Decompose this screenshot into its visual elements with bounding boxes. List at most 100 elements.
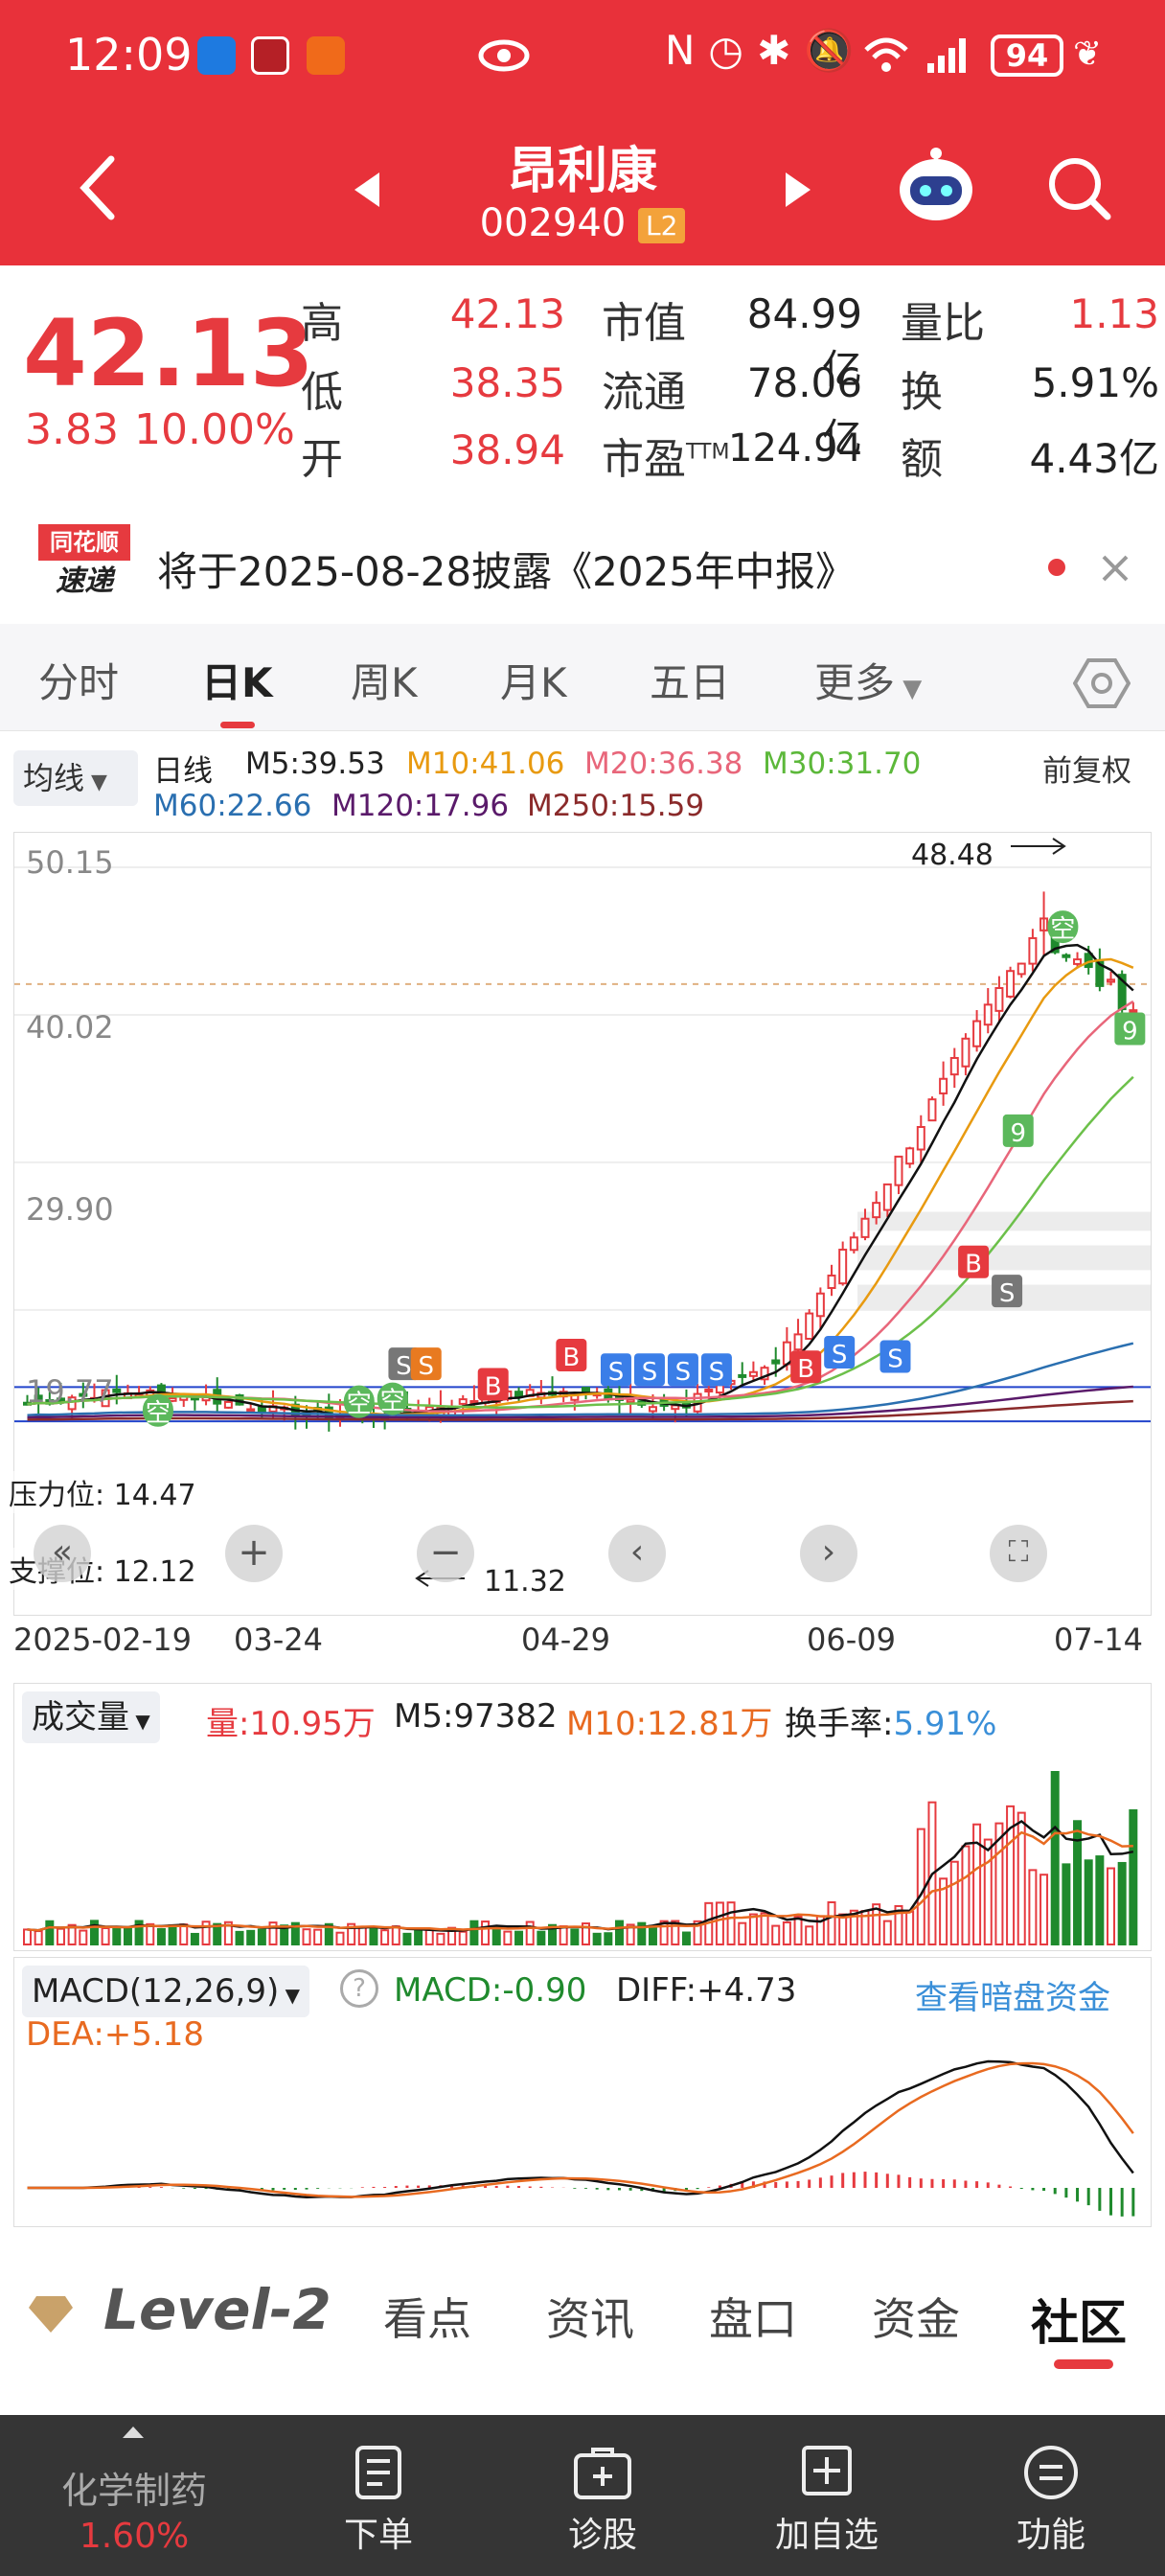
tab-community[interactable]: 社区 (1031, 2295, 1127, 2351)
candle-body (1017, 962, 1026, 976)
current-price: 42.13 (23, 300, 314, 407)
volume-bar (1039, 1874, 1049, 1945)
status-time: 12:09 (65, 29, 193, 80)
close-icon[interactable] (1100, 553, 1131, 584)
volume-bar (190, 1932, 199, 1946)
candle-body (704, 1389, 714, 1393)
volume-bar (481, 1920, 491, 1946)
x-tick-4: 06-09 (807, 1622, 896, 1658)
help-icon[interactable]: ? (340, 1969, 378, 2008)
candle-body (905, 1147, 915, 1165)
volume-indicator-select[interactable]: 成交量 ▼ (22, 1691, 160, 1743)
ma250-value: M250:15.59 (527, 789, 705, 823)
sector-name[interactable]: 化学制药 (60, 2470, 207, 2512)
volume-bar (905, 1910, 915, 1946)
signal-marker (410, 1347, 442, 1381)
scroll-left-button[interactable]: ‹ (608, 1525, 666, 1582)
candle-body (223, 1400, 233, 1409)
volume-bar (648, 1924, 657, 1946)
candle-body (860, 1217, 870, 1238)
diagnose-button[interactable]: 诊股 (531, 2444, 674, 2557)
tab-intraday[interactable]: 分时 (38, 659, 120, 706)
volume-panel[interactable]: 成交量 ▼ 量:10.95万 M5:97382 M10:12.81万 换手率:5… (13, 1683, 1152, 1951)
tab-daily-k[interactable]: 日K (201, 659, 273, 706)
scroll-left-fast-button[interactable]: « (34, 1525, 91, 1582)
tab-more[interactable]: 更多 ▼ (814, 659, 923, 706)
volume-bar (726, 1901, 736, 1946)
signal-label: B (797, 1355, 814, 1384)
order-button[interactable]: 下单 (307, 2444, 450, 2557)
volume-bar (548, 1923, 558, 1945)
volume-bar (782, 1920, 791, 1945)
signal-marker (824, 1335, 856, 1368)
notice-bar[interactable]: 同花顺 速递 将于2025-08-28披露《2025年中报》 (0, 511, 1165, 624)
volume-bar (146, 1922, 155, 1946)
tab-monthly-k[interactable]: 月K (500, 659, 567, 706)
dark-pool-link[interactable]: 查看暗盘资金 (915, 1979, 1110, 2017)
signal-label: S (419, 1352, 435, 1381)
settings-hex-icon[interactable] (1073, 656, 1131, 710)
candle-body (79, 1392, 88, 1397)
tab-news[interactable]: 资讯 (546, 2293, 634, 2345)
volume-bar (838, 1913, 848, 1945)
macd-panel[interactable]: MACD(12,26,9) ▼ ? MACD:-0.90 DIFF:+4.73 … (13, 1957, 1152, 2227)
diagnose-icon (574, 2448, 631, 2499)
signal-label: S (832, 1341, 848, 1369)
y-tick-1: 50.15 (26, 844, 114, 881)
max-price-label: 48.48 (911, 839, 994, 872)
volume-bar (335, 1931, 345, 1946)
float-value: 78.06亿 (746, 359, 862, 462)
macd-indicator-select[interactable]: MACD(12,26,9) ▼ (22, 1966, 309, 2017)
volume-bar (458, 1930, 468, 1945)
signal-marker (556, 1339, 587, 1372)
volume-bar (424, 1928, 434, 1945)
tab-capital[interactable]: 资金 (872, 2293, 960, 2345)
back-arrow-icon[interactable] (77, 153, 119, 222)
search-icon[interactable] (1044, 153, 1113, 222)
unread-dot (1048, 559, 1065, 576)
signal-label: S (642, 1358, 658, 1387)
diamond-icon (29, 2296, 73, 2333)
volume-bar (1084, 1859, 1093, 1945)
zoom-in-button[interactable]: + (225, 1525, 283, 1582)
tab-order-book[interactable]: 盘口 (709, 2293, 797, 2345)
tab-weekly-k[interactable]: 周K (351, 659, 418, 706)
adjust-mode[interactable]: 前复权 (1042, 754, 1131, 789)
tab-five-day[interactable]: 五日 (650, 659, 731, 706)
fullscreen-button[interactable]: ⛶ (990, 1525, 1047, 1582)
volume-bar (681, 1931, 691, 1946)
stock-code-row: 002940 L2 (391, 201, 774, 245)
scroll-right-button[interactable]: › (800, 1525, 857, 1582)
volume-bar (1062, 1863, 1071, 1946)
signal-marker (377, 1382, 408, 1415)
robot-assistant-icon[interactable] (895, 144, 977, 226)
signal-marker (600, 1353, 631, 1387)
zoom-out-button[interactable]: − (417, 1525, 474, 1582)
signal-label: 空 (380, 1388, 405, 1416)
volume-bar (503, 1930, 513, 1945)
volume-bar (414, 1927, 423, 1945)
function-button[interactable]: 功能 (979, 2444, 1123, 2557)
volume-bar (771, 1924, 781, 1946)
next-stock-icon[interactable] (784, 171, 812, 209)
volume-bar (134, 1920, 144, 1945)
indicator-select[interactable]: 均线 ▼ (13, 750, 138, 806)
volume-bar (179, 1923, 189, 1945)
candle-body (257, 1406, 266, 1414)
tab-highlights[interactable]: 看点 (383, 2293, 471, 2345)
prev-stock-icon[interactable] (353, 171, 381, 209)
signal-label: S (709, 1358, 725, 1387)
ma5-value: M5:39.53 (245, 747, 385, 781)
diff-value: DIFF:+4.73 (616, 1971, 797, 2010)
pe-value: 124.94 (728, 426, 862, 471)
volume-bar (882, 1920, 892, 1945)
signal-marker (790, 1350, 822, 1384)
candle-body (56, 1397, 65, 1402)
candle-body (1107, 978, 1116, 983)
turnover-value: 5.91% (1031, 359, 1159, 406)
add-watchlist-button[interactable]: 加自选 (755, 2444, 899, 2557)
candle-body (748, 1370, 758, 1377)
signal-label: B (485, 1372, 502, 1401)
eye-icon (478, 39, 530, 72)
